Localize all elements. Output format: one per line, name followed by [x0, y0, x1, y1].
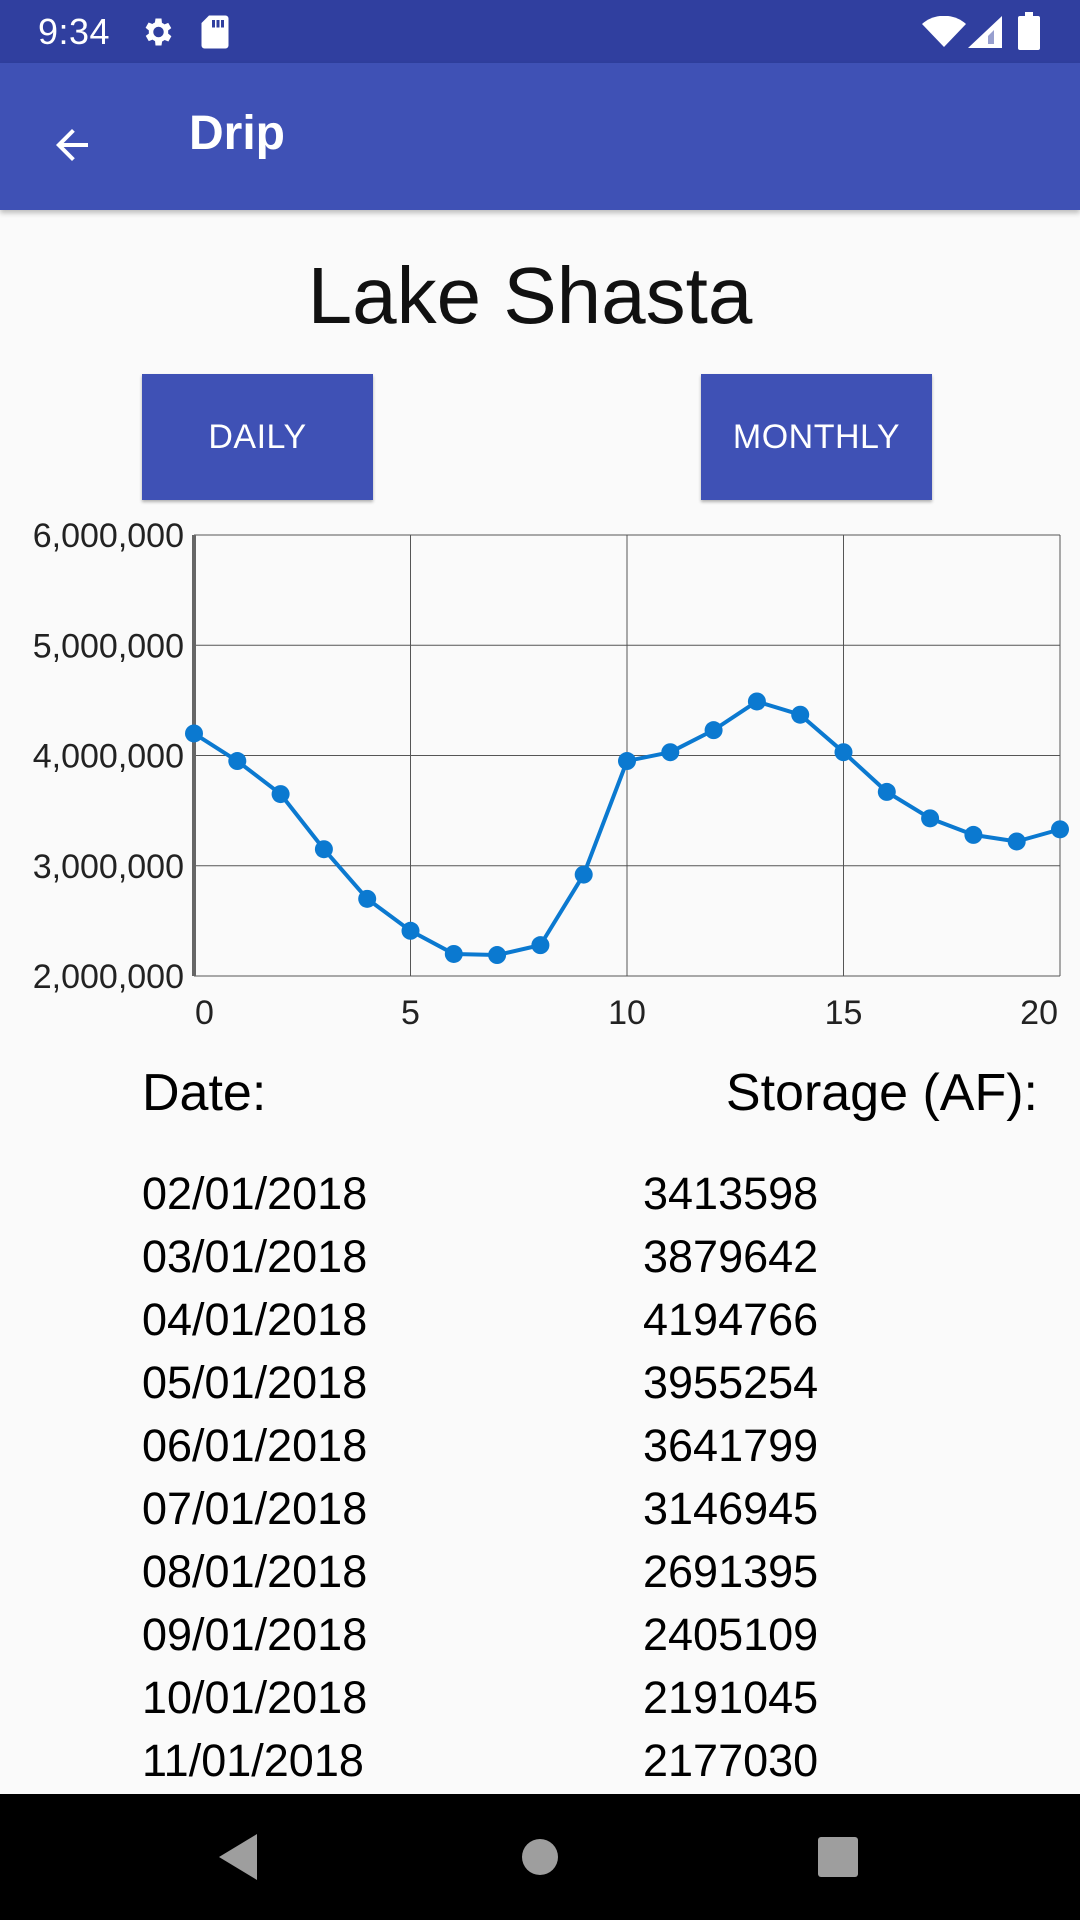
- data-point: [228, 752, 247, 771]
- data-point: [531, 936, 550, 955]
- data-point: [1051, 820, 1069, 839]
- data-point: [964, 825, 983, 844]
- data-point: [444, 944, 463, 963]
- data-point: [488, 946, 507, 965]
- row-storage-value: 3879642: [643, 1231, 819, 1282]
- data-point: [921, 809, 940, 828]
- row-storage-value: 3146945: [643, 1483, 819, 1534]
- row-storage-value: 4194766: [643, 1294, 819, 1345]
- x-tick-label: 20: [1020, 994, 1058, 1030]
- row-date: 09/01/2018: [142, 1609, 368, 1660]
- arrow-left-icon: [48, 121, 96, 174]
- table-row: 07/01/2018 3146945: [0, 1477, 1080, 1540]
- row-date: 06/01/2018: [142, 1420, 368, 1471]
- gear-icon: [139, 14, 175, 55]
- navigation-bar: [0, 1794, 1080, 1920]
- recents-square-icon[interactable]: [803, 1822, 873, 1892]
- data-point: [791, 705, 810, 724]
- row-storage-value: 3413598: [643, 1168, 819, 1219]
- data-point: [618, 752, 636, 771]
- monthly-button[interactable]: MONTHLY: [701, 374, 932, 500]
- back-triangle-icon[interactable]: [203, 1822, 273, 1892]
- data-point: [661, 743, 680, 762]
- row-date: 04/01/2018: [142, 1294, 368, 1345]
- row-date: 03/01/2018: [142, 1231, 368, 1282]
- daily-button[interactable]: DAILY: [142, 374, 373, 500]
- y-tick-label: 5,000,000: [33, 627, 184, 665]
- data-point: [358, 889, 377, 908]
- storage-list: 02/01/2018 3413598 03/01/2018 3879642 04/01/…: [0, 1162, 1080, 1792]
- row-date: 05/01/2018: [142, 1357, 368, 1408]
- row-storage-value: 2405109: [643, 1609, 819, 1660]
- sd-card-icon: [200, 14, 230, 55]
- x-tick-label: 10: [608, 994, 646, 1030]
- status-time: 9:34: [38, 11, 111, 52]
- y-tick-label: 2,000,000: [33, 958, 184, 996]
- wifi-icon: [922, 15, 966, 53]
- status-bar: 9:34: [0, 0, 1080, 63]
- storage-column-header: Storage (AF):: [725, 1064, 1038, 1122]
- row-date: 11/01/2018: [142, 1735, 364, 1786]
- row-date: 07/01/2018: [142, 1483, 368, 1534]
- data-point: [834, 743, 853, 762]
- y-tick-label: 4,000,000: [33, 738, 184, 776]
- home-circle-icon[interactable]: [505, 1822, 575, 1892]
- row-storage-value: 2177030: [643, 1735, 819, 1786]
- back-button[interactable]: [30, 105, 114, 189]
- x-tick-label: 5: [401, 994, 420, 1030]
- y-tick-label: 6,000,000: [33, 520, 184, 555]
- row-storage-value: 2691395: [643, 1546, 819, 1597]
- data-point: [877, 782, 896, 801]
- table-row: 05/01/2018 3955254: [0, 1351, 1080, 1414]
- table-row: 11/01/2018 2177030: [0, 1729, 1080, 1792]
- app-title: Drip: [189, 107, 285, 160]
- table-row: 08/01/2018 2691395: [0, 1540, 1080, 1603]
- lake-title: Lake Shasta: [307, 251, 753, 340]
- app-bar: Drip: [0, 63, 1080, 210]
- row-date: 10/01/2018: [142, 1672, 368, 1723]
- data-point: [1007, 832, 1026, 851]
- signal-icon: [968, 16, 1002, 53]
- data-point: [574, 865, 593, 884]
- date-column-header: Date:: [142, 1064, 267, 1122]
- row-storage-value: 3955254: [643, 1357, 819, 1408]
- data-point: [185, 724, 203, 743]
- table-row: 10/01/2018 2191045: [0, 1666, 1080, 1729]
- table-row: 04/01/2018 4194766: [0, 1288, 1080, 1351]
- row-storage-value: 2191045: [643, 1672, 819, 1723]
- data-point: [704, 721, 723, 740]
- y-tick-label: 3,000,000: [33, 848, 184, 886]
- data-point: [271, 785, 290, 804]
- table-row: 03/01/2018 3879642: [0, 1225, 1080, 1288]
- row-date: 08/01/2018: [142, 1546, 368, 1597]
- table-row: 09/01/2018 2405109: [0, 1603, 1080, 1666]
- row-date: 02/01/2018: [142, 1168, 368, 1219]
- battery-icon: [1018, 12, 1040, 55]
- storage-line-chart: 2,000,000 3,000,000 4,000,000 5,000,000 6,00…: [33, 520, 1069, 1030]
- data-point: [747, 692, 766, 711]
- row-storage-value: 3641799: [643, 1420, 819, 1471]
- data-point: [401, 921, 420, 940]
- data-point: [314, 840, 333, 859]
- table-row: 02/01/2018 3413598: [0, 1162, 1080, 1225]
- table-row: 06/01/2018 3641799: [0, 1414, 1080, 1477]
- x-tick-label: 0: [195, 994, 214, 1030]
- x-tick-label: 15: [825, 994, 863, 1030]
